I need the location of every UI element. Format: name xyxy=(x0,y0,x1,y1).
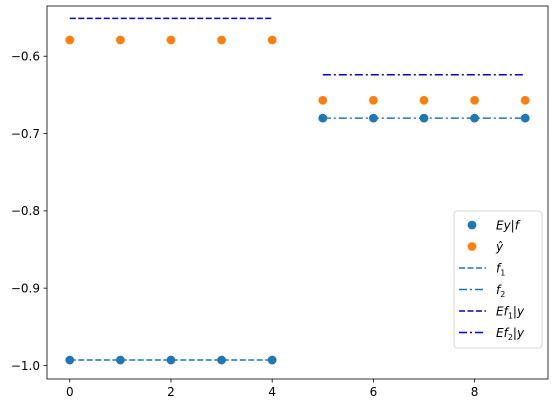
legend-label-tail: |y xyxy=(513,326,525,340)
y-tick-label-4: −0.6 xyxy=(11,50,40,64)
y-tick-label-0: −1.0 xyxy=(11,359,40,373)
scatter-point-s1-4 xyxy=(267,35,277,45)
scatter-point-s0-4 xyxy=(267,355,277,365)
scatter-point-s0-6 xyxy=(369,113,378,123)
x-tick-label-2: 4 xyxy=(268,385,276,399)
legend-label-base: f xyxy=(496,283,502,297)
scatter-point-s1-0 xyxy=(65,35,75,45)
scatter-point-s0-7 xyxy=(419,113,429,123)
scatter-point-s1-5 xyxy=(318,95,328,105)
y-tick-label-2: −0.8 xyxy=(11,204,40,218)
legend-label-0: Ey|f xyxy=(496,219,521,233)
legend-label-base: f xyxy=(496,262,502,276)
legend-marker-1 xyxy=(467,242,477,251)
scatter-point-s0-2 xyxy=(166,355,176,365)
legend-label-5: Ef2|y xyxy=(496,326,525,342)
scatter-point-s1-3 xyxy=(217,35,226,45)
legend-label-base: Ef xyxy=(496,326,510,340)
scatter-point-s0-5 xyxy=(318,113,328,123)
y-axis: −1.0 −0.9 −0.8 −0.7 −0.6 xyxy=(11,50,47,373)
legend-label-2: f1 xyxy=(496,262,505,278)
scatter-point-s1-2 xyxy=(166,35,176,45)
x-tick-label-1: 2 xyxy=(167,385,175,399)
scatter-point-s1-9 xyxy=(520,95,530,105)
scatter-point-s0-0 xyxy=(65,355,75,365)
y-tick-label-1: −0.9 xyxy=(11,281,40,295)
legend-label-base: ŷ xyxy=(495,240,504,254)
legend-label-subscript: 2 xyxy=(508,333,513,342)
x-axis: 0 2 4 6 8 xyxy=(66,379,478,399)
x-tick-label-0: 0 xyxy=(66,385,74,399)
x-tick-label-4: 8 xyxy=(471,385,479,399)
legend-label-subscript: 1 xyxy=(508,312,513,321)
legend-label-4: Ef1|y xyxy=(496,305,525,321)
scatter-point-s0-1 xyxy=(115,355,125,365)
scatter-point-s1-8 xyxy=(470,95,480,105)
legend-label-subscript: 1 xyxy=(500,269,505,278)
legend-marker-0 xyxy=(467,220,477,230)
axes-frame xyxy=(46,5,549,380)
x-tick-label-3: 6 xyxy=(370,385,378,399)
legend-label-base: Ef xyxy=(496,305,510,319)
legend-label-base: Ey|f xyxy=(496,219,521,233)
legend-label-3: f2 xyxy=(496,283,505,299)
scatter-point-s1-1 xyxy=(115,35,125,45)
scatter-point-s1-7 xyxy=(419,95,429,105)
scatter-point-s0-8 xyxy=(470,113,480,123)
legend-label-subscript: 2 xyxy=(500,290,505,299)
scatter-point-s1-6 xyxy=(369,95,378,105)
plot-marks xyxy=(65,17,530,365)
scatter-point-s0-3 xyxy=(217,355,226,365)
y-tick-label-3: −0.7 xyxy=(11,127,40,141)
scatter-point-s0-9 xyxy=(520,113,530,123)
legend-label-tail: |y xyxy=(513,305,525,319)
legend-label-1: ŷ xyxy=(495,240,504,254)
